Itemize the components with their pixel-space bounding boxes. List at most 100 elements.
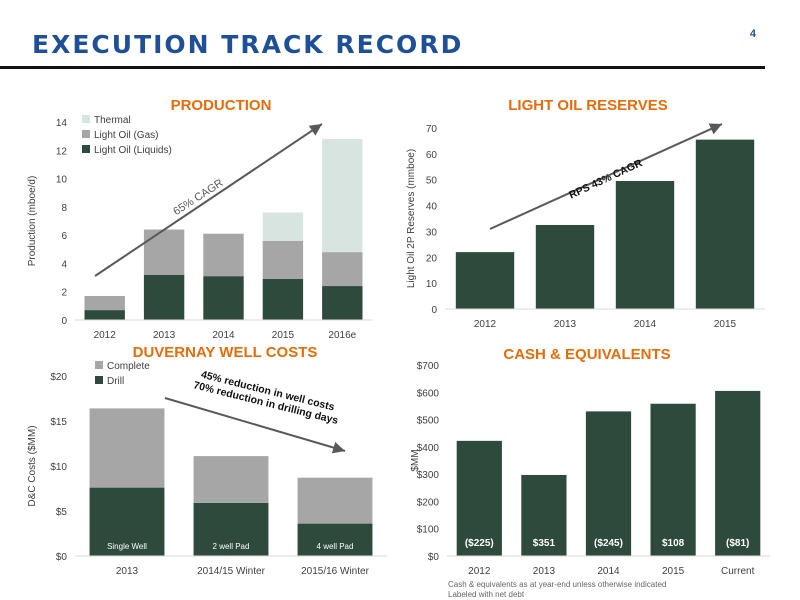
well_costs-ytick-label: $15 — [50, 417, 67, 428]
reserves-ytick-label: 40 — [426, 202, 438, 213]
well_costs-bar-drill — [89, 487, 165, 556]
cash-ytick-label: $200 — [417, 497, 440, 508]
cash-category-label: Current — [721, 566, 755, 577]
production-ytick-label: 2 — [61, 288, 67, 299]
production-ytick-label: 8 — [61, 203, 67, 214]
production-legend-swatch — [82, 130, 90, 138]
duvernay-well-costs-chart: DUVERNAY WELL COSTS $0 $5 $10 $15 $20 D&C Cost… — [27, 344, 387, 577]
reserves-bar — [615, 181, 675, 309]
cash-ytick-label: $100 — [417, 525, 440, 536]
well_costs-ytick-label: $10 — [50, 462, 67, 473]
reserves-category-label: 2014 — [634, 319, 657, 330]
cash-ytick-label: $500 — [417, 416, 440, 427]
well_costs-legend-label: Complete — [107, 361, 150, 372]
production-legend-swatch — [82, 145, 90, 153]
well_costs-ylabel: D&C Costs ($MM) — [27, 425, 38, 506]
cash-data-label: ($225) — [465, 538, 494, 549]
cash-ytick-label: $400 — [417, 443, 440, 454]
well_costs-bar-label: 2 well Pad — [213, 542, 250, 551]
production-bar-light-oil-gas — [262, 240, 304, 279]
cash-category-label: 2012 — [468, 566, 491, 577]
reserves-ylabel: Light Oil 2P Reserves (mmboe) — [406, 149, 417, 288]
production-category-label: 2012 — [94, 330, 117, 341]
production-bar-light-oil-gas — [203, 233, 244, 277]
cash-bar — [456, 440, 502, 556]
production-legend-label: Light Oil (Gas) — [94, 130, 158, 141]
cash-data-label: ($245) — [594, 538, 623, 549]
cash-footnote-2: Labeled with net debt — [448, 590, 525, 599]
reserves-ytick-label: 0 — [431, 305, 437, 316]
production-ytick-label: 14 — [56, 118, 68, 129]
reserves-trend-arrow — [489, 123, 723, 230]
cash-ytick-label: $600 — [417, 388, 440, 399]
well_costs-ytick-label: $5 — [56, 507, 68, 518]
production-bar-light-oil-gas — [84, 295, 125, 311]
well_costs-bar-drill — [193, 502, 269, 556]
cash-data-label: ($81) — [726, 538, 749, 549]
production-category-label: 2014 — [212, 330, 235, 341]
production-bar-light-oil-liquids — [262, 278, 304, 320]
production-category-label: 2013 — [153, 330, 176, 341]
cash-data-label: $351 — [533, 538, 556, 549]
production-trend-arrow — [94, 123, 323, 277]
production-bar-thermal — [322, 138, 363, 253]
production-chart: PRODUCTION 0 2 4 6 8 10 12 14 Production (mboe/d)… — [27, 97, 372, 341]
title-divider — [0, 66, 765, 69]
reserves-ytick-label: 10 — [426, 279, 438, 290]
production-ytick-label: 10 — [56, 175, 68, 186]
cash-category-label: 2014 — [597, 566, 620, 577]
light-oil-reserves-chart: LIGHT OIL RESERVES 0 10 20 30 40 50 60 70 Light O… — [406, 97, 765, 330]
production-ytick-label: 6 — [61, 231, 67, 242]
production-legend-label: Light Oil (Liquids) — [94, 145, 172, 156]
cash-ytick-label: $300 — [417, 470, 440, 481]
well_costs-legend-swatch — [95, 361, 103, 369]
reserves-ytick-label: 70 — [426, 124, 438, 135]
production-category-label: 2015 — [272, 330, 295, 341]
well_costs-category-label: 2014/15 Winter — [197, 566, 265, 577]
cash-ytick-label: $0 — [428, 552, 440, 563]
production-ytick-label: 12 — [56, 146, 68, 157]
reserves-ytick-label: 60 — [426, 150, 438, 161]
well_costs-bar-complete — [297, 477, 373, 524]
production-bar-light-oil-liquids — [143, 274, 185, 320]
well_costs-category-label: 2015/16 Winter — [301, 566, 369, 577]
production-title: PRODUCTION — [171, 97, 272, 114]
cash-category-label: 2015 — [662, 566, 685, 577]
cash-bar — [521, 474, 567, 556]
cash-title: CASH & EQUIVALENTS — [503, 346, 670, 363]
well_costs-trend-arrow — [164, 397, 346, 454]
well_costs-category-label: 2013 — [116, 566, 139, 577]
production-bar-thermal — [262, 212, 304, 241]
production-bar-light-oil-gas — [322, 252, 363, 287]
production-legend-swatch — [82, 115, 90, 123]
production-bar-light-oil-liquids — [203, 276, 244, 320]
well_costs-ytick-label: $20 — [50, 372, 67, 383]
well_costs-bar-complete — [193, 456, 269, 503]
reserves-title: LIGHT OIL RESERVES — [508, 97, 667, 114]
reserves-category-label: 2013 — [554, 319, 577, 330]
reserves-ytick-label: 30 — [426, 227, 438, 238]
production-category-label: 2016e — [328, 330, 356, 341]
production-legend-label: Thermal — [94, 115, 131, 126]
reserves-bar — [695, 139, 755, 309]
cash-bar — [650, 403, 696, 556]
production-bar-light-oil-gas — [143, 229, 185, 275]
well_costs-legend-label: Drill — [107, 376, 124, 387]
well_costs-bar-label: Single Well — [107, 542, 147, 551]
well_costs-bar-drill — [297, 523, 373, 556]
production-ytick-label: 4 — [61, 259, 67, 270]
cash-ytick-label: $700 — [417, 361, 440, 372]
well_costs-ytick-label: $0 — [56, 552, 68, 563]
reserves-ytick-label: 20 — [426, 253, 438, 264]
cash-category-label: 2013 — [533, 566, 556, 577]
reserves-category-label: 2012 — [474, 319, 497, 330]
reserves-bar — [535, 224, 595, 309]
production-annotation: 65% CAGR — [171, 177, 225, 218]
cash-equivalents-chart: CASH & EQUIVALENTS $0 $100 $200 $300 $400 $500… — [410, 346, 770, 577]
well_costs-bar-complete — [89, 408, 165, 488]
cash-bar — [715, 390, 761, 556]
page-number: 4 — [749, 28, 756, 40]
production-ylabel: Production (mboe/d) — [27, 176, 38, 267]
production-ytick-label: 0 — [61, 316, 67, 327]
reserves-category-label: 2015 — [714, 319, 737, 330]
